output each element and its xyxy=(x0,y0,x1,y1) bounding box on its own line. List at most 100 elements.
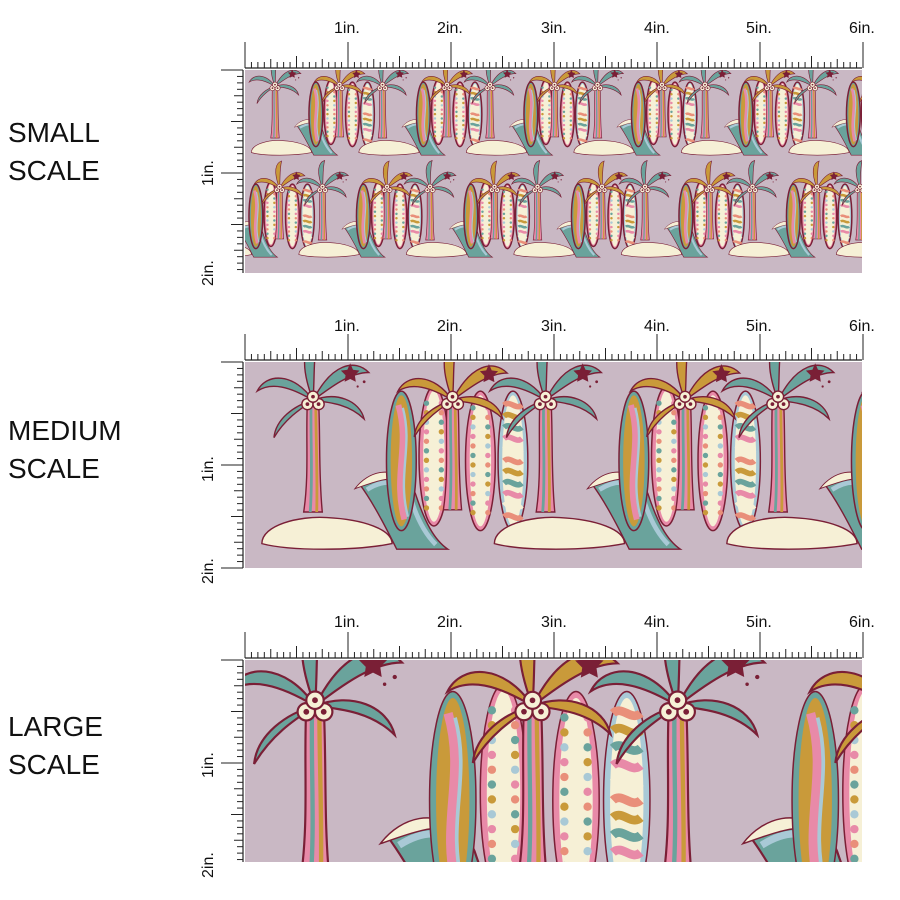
surfboard-icon xyxy=(418,385,450,527)
surfboard-icon xyxy=(822,183,838,250)
surfboard-icon xyxy=(464,390,497,532)
surfboard-icon xyxy=(618,390,650,532)
palm-tree-icon xyxy=(396,362,509,511)
surfboard-icon xyxy=(729,183,746,250)
surfboard-icon xyxy=(552,690,600,862)
large-ruler-mark-6: 6in. xyxy=(849,614,875,631)
island-icon xyxy=(298,242,360,258)
surfboard-icon xyxy=(845,81,861,148)
palm-tree-icon xyxy=(743,70,796,138)
surfboard-icon xyxy=(559,81,576,148)
large-scale-label: LARGE SCALE xyxy=(8,708,103,784)
palm-tree-icon xyxy=(510,159,565,241)
island-icon xyxy=(235,888,438,900)
palm-tree-icon xyxy=(785,70,840,139)
palm-tree-icon xyxy=(628,362,742,511)
palm-tree-icon xyxy=(570,70,625,139)
star-icon xyxy=(829,171,839,180)
surfboard-icon xyxy=(284,183,301,250)
surfboard-icon xyxy=(355,183,371,250)
star-icon xyxy=(479,363,499,383)
large-scale-suffix: SCALE xyxy=(8,749,100,780)
medium-scale-suffix: SCALE xyxy=(8,453,100,484)
star-icon xyxy=(442,171,452,180)
medium-ruler-mark-6: 6in. xyxy=(849,318,875,335)
star-icon xyxy=(358,660,388,677)
island-icon xyxy=(493,516,626,550)
palm-tree-icon xyxy=(678,70,732,139)
palm-tree-icon xyxy=(683,160,736,240)
medium-ruler-mark-3: 3in. xyxy=(541,318,567,335)
medium-ruler-mark-2: 2in. xyxy=(437,318,463,335)
surfboard-icon xyxy=(344,81,361,148)
star-icon xyxy=(575,660,604,678)
large-ruler-mark-5: 5in. xyxy=(746,614,772,631)
star-icon xyxy=(712,363,731,383)
island-icon xyxy=(406,242,467,258)
island-icon xyxy=(358,140,420,156)
small-scale-suffix: SCALE xyxy=(8,155,100,186)
large-ruler-mark-1: 1in. xyxy=(334,614,360,631)
small-ruler-mark-5: 5in. xyxy=(746,20,772,37)
medium-scale-swatch xyxy=(245,362,900,568)
palm-tree-icon xyxy=(255,362,371,513)
surfboard-icon xyxy=(785,183,801,250)
surfboard-icon xyxy=(791,690,840,862)
star-icon xyxy=(395,70,405,78)
ruler-ticks xyxy=(221,42,864,862)
island-icon xyxy=(573,140,635,156)
palm-tree-icon xyxy=(313,70,366,138)
small-scale-label: SMALL SCALE xyxy=(8,114,100,190)
star-icon xyxy=(782,70,791,78)
star-icon xyxy=(399,171,409,180)
surfboard-icon xyxy=(392,183,408,250)
surfboard-icon xyxy=(697,390,729,532)
surfboard-icon xyxy=(570,183,586,250)
star-icon xyxy=(352,70,361,78)
star-icon xyxy=(459,70,469,78)
surfboard-icon xyxy=(850,392,862,529)
surfboard-icon xyxy=(497,390,529,532)
palm-tree-icon xyxy=(403,159,457,241)
palm-tree-icon xyxy=(248,70,302,139)
surfboard-icon xyxy=(415,81,431,148)
surfboard-icon xyxy=(714,183,731,250)
small-scale-swatch xyxy=(228,70,897,273)
surfboard-icon xyxy=(883,82,897,147)
island-icon xyxy=(726,516,858,550)
surfboard-icon xyxy=(789,81,806,148)
medium-ruler-mark-4: 4in. xyxy=(644,318,670,335)
star-icon xyxy=(722,171,731,180)
medium-scale-label: MEDIUM SCALE xyxy=(8,412,122,488)
surfboard-icon xyxy=(678,183,694,250)
star-icon xyxy=(340,363,360,382)
star-icon xyxy=(228,171,237,180)
palm-tree-icon xyxy=(468,160,521,240)
surfboard-icon xyxy=(884,386,900,526)
palm-tree-icon xyxy=(790,160,844,240)
surfboard-icon xyxy=(630,81,646,148)
palm-tree-icon xyxy=(575,160,629,240)
medium-scale-word: MEDIUM xyxy=(8,415,122,446)
small-scale-word: SMALL xyxy=(8,117,100,148)
surfboard-icon xyxy=(738,81,754,148)
star-icon xyxy=(805,363,825,382)
star-icon xyxy=(674,70,684,78)
small-ruler-mark-2: 2in. xyxy=(437,20,463,37)
small-ruler-mark-3: 3in. xyxy=(541,20,567,37)
large-scale-swatch xyxy=(235,660,862,900)
surfboard-icon xyxy=(523,81,539,148)
island-icon xyxy=(245,247,252,257)
surfboard-icon xyxy=(499,183,516,250)
palm-tree-icon xyxy=(528,70,581,138)
surfboard-icon xyxy=(308,81,324,148)
star-icon xyxy=(292,171,301,180)
star-icon xyxy=(287,70,297,78)
palm-tree-icon xyxy=(355,70,410,139)
surfboard-icon xyxy=(682,81,698,148)
surfboard-icon xyxy=(607,183,623,250)
star-icon xyxy=(825,70,835,78)
palm-tree-icon xyxy=(618,159,672,241)
small-ruler-mark-1: 1in. xyxy=(334,20,360,37)
palm-tree-icon xyxy=(861,391,862,394)
